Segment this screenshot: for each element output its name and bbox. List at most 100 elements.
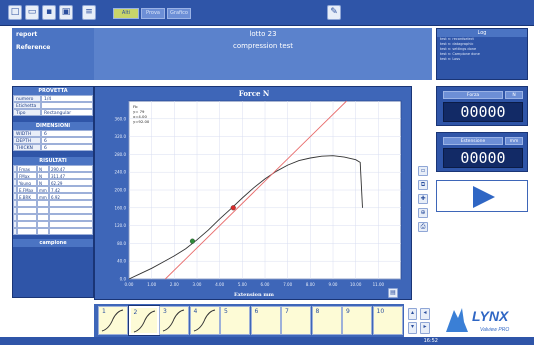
x-tick-label: 9.00 (329, 282, 338, 287)
x-tick-label: 4.00 (215, 282, 224, 287)
dimension-row: THICKN 6 (13, 144, 93, 151)
brand-sub: Valview PRO (480, 327, 509, 333)
result-check[interactable] (13, 228, 17, 235)
y-tick-label: 40.0 (117, 259, 126, 264)
result-name: Fmax (17, 165, 37, 172)
chart-legend-text: y= 79 (133, 109, 145, 114)
log-line: test n: datagraphic (440, 42, 474, 46)
thumbnail-number: 8 (315, 308, 320, 315)
campione-label[interactable]: campione (13, 239, 93, 247)
start-test-button[interactable] (436, 180, 528, 212)
result-check[interactable] (13, 186, 17, 193)
zoom-icon[interactable]: ⊕ (418, 208, 428, 218)
result-row[interactable] (13, 221, 93, 228)
y-tick-label: 80.0 (117, 241, 126, 246)
wrench-icon[interactable]: ✎ (327, 5, 341, 20)
result-row[interactable]: E.FMax mm 7.42 (13, 186, 93, 193)
tab-alti[interactable]: Alti (113, 8, 139, 19)
result-check[interactable] (13, 221, 17, 228)
result-row[interactable] (13, 228, 93, 235)
result-unit: mm (37, 193, 49, 200)
list-icon[interactable]: ≡ (82, 5, 96, 20)
result-unit (37, 221, 49, 228)
open-folder-icon[interactable]: ▭ (25, 5, 39, 20)
x-tick-label: 11.00 (373, 282, 385, 287)
result-check[interactable] (13, 193, 17, 200)
result-unit (37, 214, 49, 221)
tab-prova[interactable]: Prova (141, 8, 165, 19)
test-thumbnail[interactable]: 2 (127, 305, 160, 336)
test-thumbnail[interactable]: 5 (220, 306, 250, 335)
result-check[interactable] (13, 200, 17, 207)
result-row[interactable]: Young N 62.29 (13, 179, 93, 186)
force-unit: N (505, 91, 523, 99)
reference-label: Reference (16, 44, 51, 51)
test-thumbnail[interactable]: 1 (98, 306, 128, 335)
x-axis-label: Extension mm (234, 292, 274, 298)
chart-title: Force N (238, 89, 270, 98)
test-thumbnail[interactable]: 8 (311, 306, 342, 335)
test-thumbnail[interactable]: 7 (281, 306, 311, 335)
log-line: test n: recordselect (440, 37, 474, 41)
test-thumbnail[interactable]: 3 (159, 306, 189, 335)
result-row[interactable]: FMax N 311.47 (13, 172, 93, 179)
provetta-row: Tipo Rectangular (13, 109, 93, 116)
x-tick-label: 6.00 (261, 282, 270, 287)
scroll-down-icon[interactable]: ▾ (408, 322, 417, 334)
copy-icon[interactable]: ⧉ (418, 180, 428, 190)
result-unit (37, 207, 49, 214)
brand-name: LYNX (472, 308, 510, 324)
legend-icon[interactable]: ▤ (388, 288, 398, 298)
header-labels: report Reference (12, 28, 94, 80)
trash-icon[interactable]: ▫ (418, 166, 428, 176)
chart-svg: 0.00 1.00 2.00 3.00 4.00 5.00 6.00 7.00 8.00 9.00… (115, 100, 402, 287)
result-row[interactable] (13, 207, 93, 214)
result-check[interactable] (13, 214, 17, 221)
print-icon[interactable]: ▣ (59, 5, 73, 20)
result-value (49, 200, 93, 207)
chart-legend-text: y=92.00 (133, 119, 150, 124)
thumbnail-number: 4 (193, 308, 198, 315)
result-check[interactable] (13, 207, 17, 214)
x-tick-label: 0.00 (125, 282, 134, 287)
result-name (17, 207, 37, 214)
scroll-up-icon[interactable]: ▴ (408, 308, 417, 320)
next-page-icon[interactable]: ▸ (420, 322, 430, 334)
result-row[interactable]: E.BRK mm 6.92 (13, 193, 93, 200)
result-check[interactable] (13, 172, 17, 179)
color-icon[interactable]: ✚ (418, 194, 428, 204)
result-value: 290.47 (49, 165, 93, 172)
result-row[interactable]: Fmax N 290.47 (13, 165, 93, 172)
risultati-title: RISULTATI (13, 157, 93, 165)
new-file-icon[interactable]: □ (8, 5, 22, 20)
export-icon[interactable]: ⎙ (418, 222, 428, 232)
result-check[interactable] (13, 179, 17, 186)
y-tick-label: 200.0 (115, 188, 127, 193)
x-tick-label: 1.00 (147, 282, 156, 287)
result-unit: N (37, 165, 49, 172)
chart-legend-text: Fb (133, 104, 138, 109)
test-thumbnail[interactable]: 6 (250, 306, 281, 335)
x-tick-label: 3.00 (193, 282, 202, 287)
result-row[interactable] (13, 214, 93, 221)
lynx-logo: LYNX Valview PRO (440, 304, 530, 336)
save-icon[interactable]: ▪ (42, 5, 56, 20)
test-thumbnail[interactable]: 4 (189, 306, 220, 335)
test-thumbnail[interactable]: 10 (372, 306, 403, 335)
result-check[interactable] (13, 165, 17, 172)
result-name (17, 200, 37, 207)
readout-panel: Forza N 00000 Estensione mm 00000 (436, 86, 528, 176)
prev-page-icon[interactable]: ◂ (420, 308, 430, 320)
result-unit (37, 228, 49, 235)
result-row[interactable] (13, 200, 93, 207)
result-name (17, 228, 37, 235)
clock: 16:52 (423, 338, 438, 344)
tab-grafico[interactable]: Grafico (167, 8, 191, 19)
thumbnail-curve (193, 309, 215, 332)
specimen-panel: PROVETTA numero 1/4 Etichetta Tipo Rectang… (12, 86, 94, 298)
result-unit (37, 200, 49, 207)
dimension-row: DEPTH 6 (13, 137, 93, 144)
result-name: E.BRK (17, 193, 37, 200)
result-name (17, 221, 37, 228)
test-thumbnail[interactable]: 9 (342, 306, 372, 335)
